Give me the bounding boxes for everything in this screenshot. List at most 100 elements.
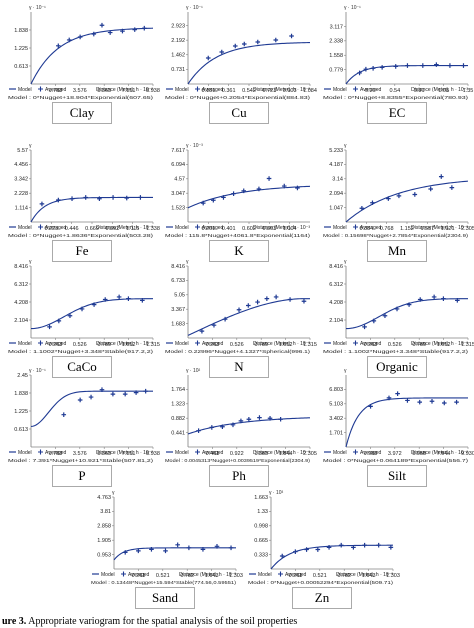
y-exponent-label: γ [112,490,115,496]
y-tick-label: 1.33 [257,509,268,515]
legend-model-label: Model [175,450,189,456]
x-axis-title: Distance (Meter), h · 10⁻² [96,450,153,456]
variogram-panel-cu: γ · 10⁻¹ 0.731 1.462 2.192 2.923 0.181 0.361 0.… [162,2,317,124]
averaged-point [449,185,455,190]
variogram-panel-organic: γ 2.104 4.208 6.312 8.416 0.263 0.526 0.789 1.05… [320,256,474,378]
averaged-point [110,391,116,397]
x-tick-label: 0.602 [242,226,256,232]
y-tick-label: 3.117 [330,24,343,30]
x-axis-title: Distance (Meter), h · 10⁻² [411,450,468,456]
legend-model-label: Model [333,87,347,93]
variogram-panel-silt: γ 1.701 3.402 5.103 6.803 1.986 3.972 5.958 7.94… [320,365,474,487]
model-equation: Model : 1.1002*Nugget+3.348*Stable(917.2… [8,349,154,354]
y-exponent-label: γ · 10⁻¹ [344,5,361,11]
x-tick-label: 0.54 [389,88,400,94]
variogram-panel-k: γ · 10⁻³ 1.523 3.047 4.57 6.094 7.617 0.201 0.4… [162,140,314,262]
x-tick-label: 3.972 [388,451,402,457]
y-tick-label: 5.57 [17,148,28,154]
legend-model-label: Model [333,450,347,456]
averaged-point [255,39,261,45]
y-exponent-label: γ · 10² [186,368,201,374]
averaged-point [287,297,293,302]
x-tick-label: 7.151 [122,88,136,94]
averaged-point [338,542,344,548]
x-tick-label: 0.526 [388,342,402,348]
averaged-point [264,296,270,301]
model-curve [270,544,394,570]
averaged-point [126,296,131,301]
figure-caption: ure 3. Appropriate variogram for the spa… [2,616,297,627]
legend-averaged-swatch [353,449,358,455]
model-equation: Model : 0*Nugget+0.064189*Exponential(55… [323,458,469,463]
averaged-point [222,316,228,322]
model-curve [30,196,153,223]
y-tick-label: 0.998 [254,524,268,530]
x-axis-title: Distance (Meter), h · 10⁻² [96,87,153,93]
variogram-chart-cu: γ · 10⁻¹ 0.731 1.462 2.192 2.923 0.181 0.361 0.… [165,5,317,100]
variogram-chart-caco: γ 2.104 4.208 6.312 8.416 0.263 0.526 0.789 1.05… [8,259,160,354]
x-tick-label: 0.892 [105,226,119,232]
legend-averaged-swatch [38,340,43,346]
averaged-point [363,66,369,72]
averaged-point [56,318,62,324]
averaged-point [428,186,433,192]
averaged-point [304,547,309,552]
legend-averaged-swatch [195,340,200,346]
y-tick-label: 4.208 [14,300,28,306]
x-tick-label: 3.576 [73,451,87,457]
x-tick-label: 5.363 [97,451,111,457]
averaged-point [140,298,145,303]
y-tick-label: 6.733 [171,278,185,284]
averaged-point [434,62,439,67]
x-tick-label: 1.315 [146,342,160,348]
y-tick-label: 6.094 [171,162,185,168]
x-tick-label: 1.052 [437,342,451,348]
variogram-panel-ec: γ · 10⁻¹ 0.779 1.558 2.338 3.117 0.27 0.54 0.81… [320,2,473,124]
averaged-point [386,395,392,401]
x-tick-label: 1.315 [461,342,474,348]
variogram-chart-p: γ · 10⁻¹ 0.613 1.225 1.838 2.45 1.788 3.576 5.3… [8,368,160,463]
x-axis-title: Distance (Meter), h · 10⁻³ [411,225,468,231]
model-curve [345,397,468,448]
x-tick-label: 0.384 [359,226,373,232]
x-tick-label: 0.181 [201,88,215,94]
variogram-chart-mn: γ 1.047 2.094 3.14 4.187 5.233 0.384 0.768 1.152… [323,143,474,238]
legend-averaged-label: Averaged [45,450,67,456]
averaged-point [149,547,154,552]
variogram-panel-p: γ · 10⁻¹ 0.613 1.225 1.838 2.45 1.788 3.576 5.3… [5,365,160,487]
y-tick-label: 1.558 [329,53,343,59]
property-name-k: K [209,240,269,262]
averaged-point [99,22,105,28]
legend-averaged-label: Averaged [45,341,67,347]
variogram-panel-mn: γ 1.047 2.094 3.14 4.187 5.233 0.384 0.768 1.152… [320,140,474,262]
x-tick-label: 0.521 [156,573,170,579]
model-equation: Model : 0.15698*Nugget+2.7854*Exponentia… [323,233,469,238]
y-exponent-label: γ · 10⁻¹ [29,5,46,11]
averaged-point [395,391,400,396]
averaged-point [371,318,377,324]
x-tick-label: 0.81 [414,88,425,94]
averaged-point [447,63,453,68]
averaged-point [55,43,61,49]
y-tick-label: 2.858 [97,524,111,530]
property-name-caco: CaCo [52,356,112,378]
legend-model-label: Model [18,450,32,456]
x-tick-label: 0.789 [412,342,426,348]
model-curve [345,64,468,85]
averaged-point [278,416,283,422]
legend-averaged-label: Averaged [202,450,224,456]
averaged-point [393,64,399,69]
averaged-point [386,196,391,201]
averaged-point [214,544,220,549]
legend-averaged-label: Averaged [285,572,307,578]
x-tick-label: 1.043 [362,573,376,579]
y-tick-label: 1.462 [171,53,185,59]
property-name-n: N [209,356,269,378]
property-name-sand: Sand [135,587,195,609]
averaged-point [405,63,410,68]
legend-model-label: Model [18,225,32,231]
x-tick-label: 0.782 [180,573,194,579]
x-axis-title: Distance (Meter), h · 10⁻³ [336,572,393,578]
x-tick-label: 1.052 [122,342,136,348]
legend-averaged-label: Averaged [128,572,150,578]
